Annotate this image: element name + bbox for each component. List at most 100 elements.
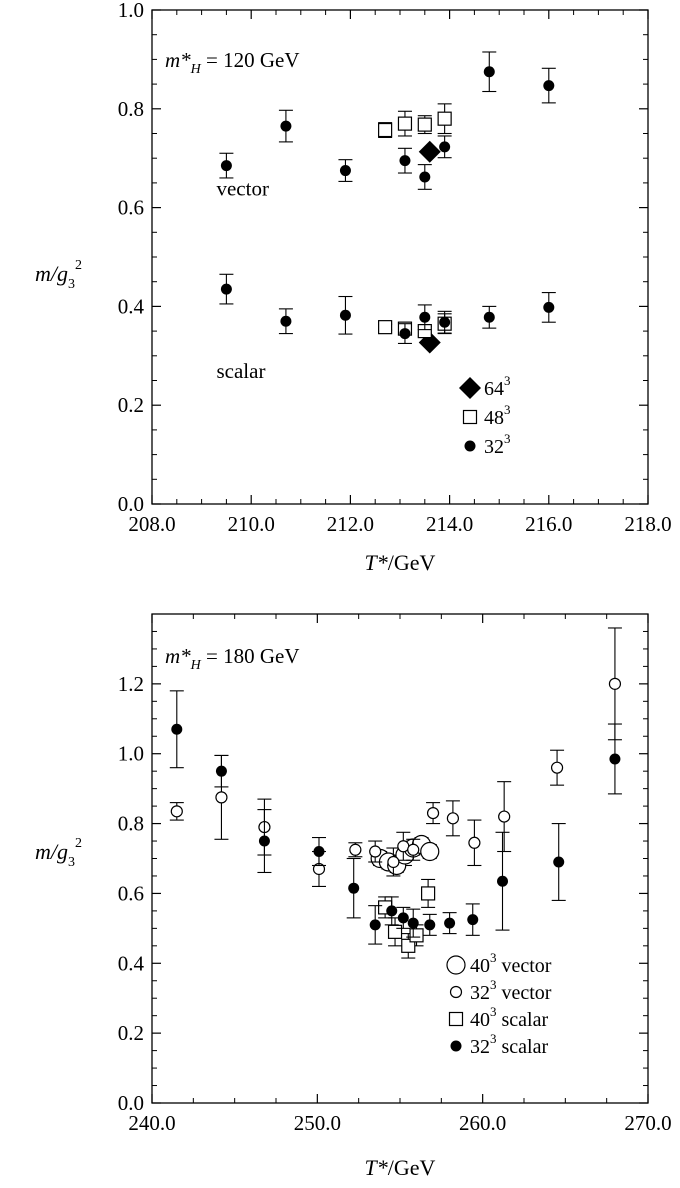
y-tick-label: 0.6 <box>118 881 144 905</box>
data-point <box>417 117 432 132</box>
x-tick-label: 210.0 <box>228 512 275 536</box>
x-axis-label: T*/GeV <box>365 550 436 575</box>
data-point <box>399 328 411 340</box>
data-point <box>437 111 452 126</box>
data-point <box>420 841 440 862</box>
y-axis-label: m/g32 <box>35 258 82 292</box>
legend-marker <box>450 1040 462 1052</box>
x-axis-label: T*/GeV <box>365 1155 436 1180</box>
bottom-panel: 240.0 250.0 260.0 270.0 0.0 0.2 0.4 0.6 0.8 1.0 1.… <box>35 613 672 1180</box>
data-point <box>220 160 232 172</box>
data-point <box>409 928 424 943</box>
legend-marker <box>446 955 466 975</box>
data-point <box>220 283 232 295</box>
data-point <box>407 917 419 929</box>
y-axis-label: m/g32 <box>35 836 82 870</box>
data-point <box>348 882 360 894</box>
data-point <box>439 316 451 328</box>
data-point <box>418 140 441 163</box>
data-point <box>215 765 227 777</box>
y-tick-label: 0.0 <box>118 1091 144 1115</box>
data-point <box>468 836 481 849</box>
data-point <box>444 917 456 929</box>
legend-marker <box>462 409 478 425</box>
series-1 <box>378 103 452 339</box>
data-point <box>171 723 183 735</box>
x-tick-label: 214.0 <box>426 512 473 536</box>
x-tick-label: 240.0 <box>128 1111 175 1135</box>
legend-label: 403 vector <box>470 950 552 977</box>
legend-label: 643 <box>484 373 511 400</box>
y-tick-label: 0.2 <box>118 393 144 417</box>
y-tick-label: 0.8 <box>118 812 144 836</box>
data-point <box>258 835 270 847</box>
data-point <box>439 141 451 153</box>
data-point <box>419 311 431 323</box>
data-point <box>349 843 362 856</box>
data-point <box>280 315 292 327</box>
top-panel: 208.0 210.0 212.0 214.0 216.0 218.0 0.0 0.2 0.4 0… <box>35 0 672 575</box>
series-2 <box>378 878 436 959</box>
y-tick-label: 0.2 <box>118 1021 144 1045</box>
data-point <box>419 171 431 183</box>
data-point <box>483 311 495 323</box>
x-tick-label: 218.0 <box>624 512 671 536</box>
y-tick-label: 1.0 <box>118 0 144 22</box>
legend-marker <box>449 985 463 999</box>
y-tick-label: 1.0 <box>118 742 144 766</box>
data-point <box>397 116 413 131</box>
legend-label: 323 <box>484 431 511 458</box>
data-point <box>467 914 479 926</box>
mass-annotation: m*H = 180 GeV <box>165 644 300 673</box>
data-point <box>339 165 351 177</box>
data-point <box>399 155 411 167</box>
data-point <box>407 843 420 856</box>
legend-label: 323 vector <box>470 977 552 1004</box>
series-2 <box>219 51 556 345</box>
x-tick-label: 250.0 <box>294 1111 341 1135</box>
mass-annotation: m*H = 120 GeV <box>165 48 300 77</box>
data-point <box>369 845 382 858</box>
series-3 <box>169 690 622 945</box>
y-tick-label: 0.8 <box>118 97 144 121</box>
data-point <box>313 846 325 858</box>
data-point <box>387 855 400 869</box>
legend-marker <box>459 377 481 399</box>
data-point <box>421 886 436 901</box>
x-tick-label: 260.0 <box>459 1111 506 1135</box>
data-point <box>215 791 228 804</box>
plot-frame <box>151 9 649 505</box>
series-text-scalar: scalar <box>216 359 265 383</box>
y-tick-label: 0.4 <box>118 294 145 318</box>
x-tick-label: 212.0 <box>327 512 374 536</box>
x-tick-label: 216.0 <box>525 512 572 536</box>
data-point <box>378 122 393 138</box>
data-point <box>387 924 403 939</box>
series-text-vector: vector <box>216 176 268 200</box>
data-point <box>378 320 393 335</box>
legend-marker <box>464 440 476 452</box>
legend-label: 403 scalar <box>470 1004 548 1031</box>
data-point <box>424 919 436 931</box>
data-point <box>369 919 381 931</box>
data-point <box>543 80 555 92</box>
data-point <box>483 66 495 78</box>
data-point <box>608 677 622 690</box>
data-point <box>170 805 183 818</box>
x-tick-label: 270.0 <box>624 1111 671 1135</box>
x-tick-label: 208.0 <box>128 512 175 536</box>
data-point <box>339 309 351 321</box>
data-point <box>498 810 511 823</box>
y-tick-label: 0.4 <box>118 951 145 975</box>
data-point <box>553 856 565 868</box>
data-point <box>446 812 460 825</box>
data-point <box>609 753 621 765</box>
data-point <box>497 875 509 887</box>
y-tick-label: 1.2 <box>118 672 144 696</box>
data-point <box>397 912 409 924</box>
y-tick-label: 0.6 <box>118 196 144 220</box>
data-point <box>426 806 440 820</box>
